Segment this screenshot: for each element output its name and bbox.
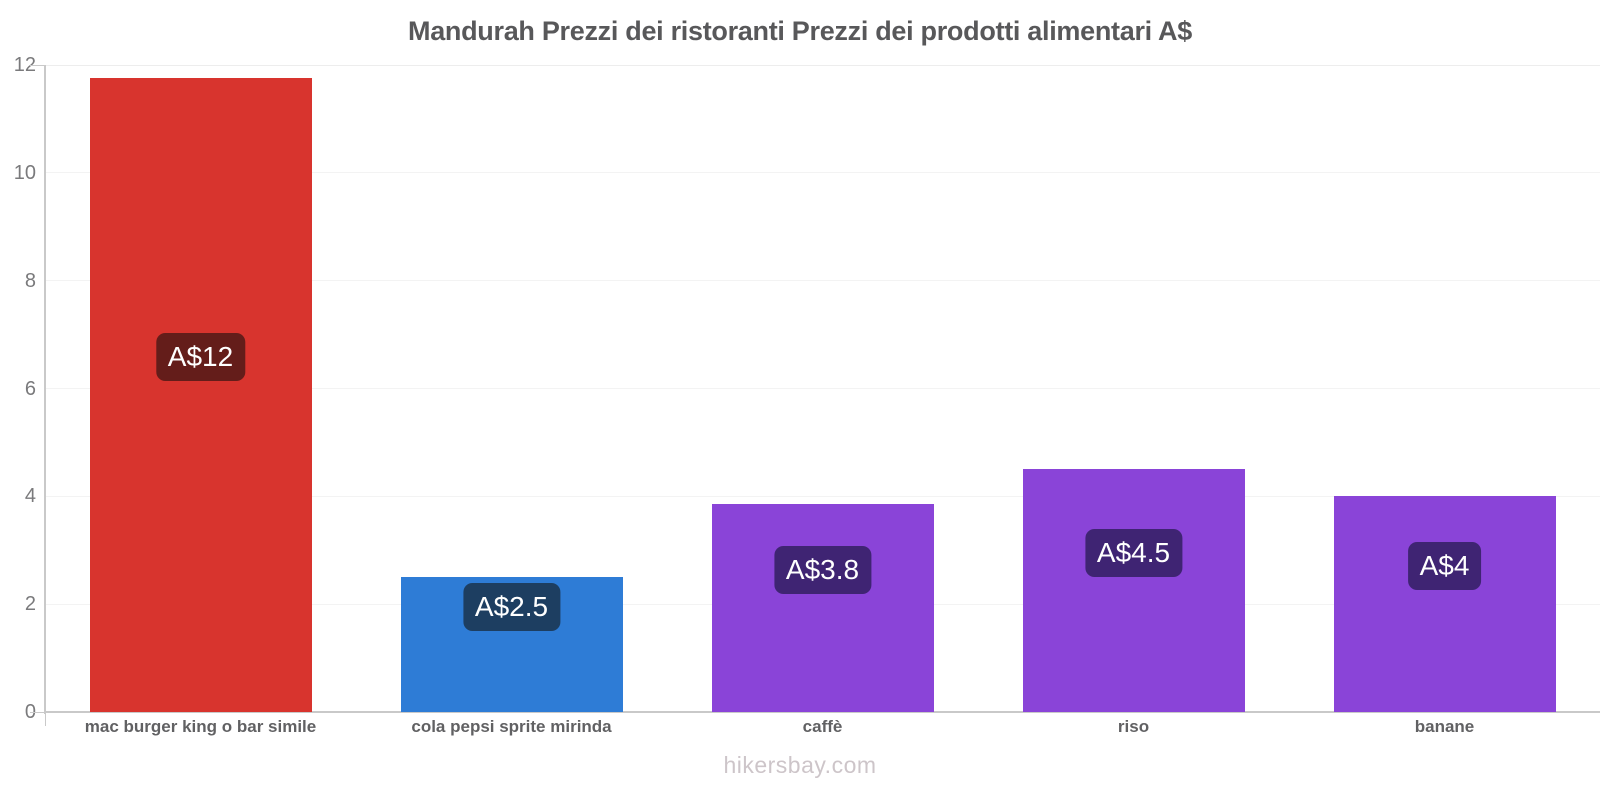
bar-cola-pepsi-sprite-mirinda[interactable]: A$2.5	[400, 577, 623, 712]
bar-value-label-banane: A$4	[1407, 542, 1482, 591]
y-tick-label-8: 8	[24, 269, 36, 292]
bar-value-label-caffe: A$3.8	[773, 546, 872, 595]
chart-title: Mandurah Prezzi dei ristoranti Prezzi de…	[408, 16, 1192, 46]
x-axis-tick-origin	[45, 712, 46, 726]
y-tick-label-2: 2	[24, 593, 36, 616]
bar-value-label-cola-pepsi-sprite-mirinda: A$2.5	[462, 582, 561, 631]
category-label-caffe: caffè	[802, 717, 843, 736]
y-axis-line	[44, 65, 46, 714]
gridline-y6	[45, 388, 1600, 389]
category-label-mac-burger-king-o-bar-simile: mac burger king o bar simile	[84, 717, 317, 736]
x-axis-line	[45, 711, 1600, 713]
category-label-banane: banane	[1414, 717, 1475, 736]
watermark-hikersbay: hikersbay.com	[723, 752, 877, 778]
y-axis-tick-0	[30, 711, 45, 713]
y-tick-label-4: 4	[24, 485, 36, 508]
bar-value-label-riso: A$4.5	[1084, 528, 1183, 577]
gridline-y4	[45, 495, 1600, 497]
y-tick-label-12: 12	[13, 54, 36, 76]
bar-riso[interactable]: A$4.5	[1022, 469, 1245, 712]
bar-mac-burger-king-o-bar-simile[interactable]: A$12	[89, 78, 312, 712]
gridline-y10	[45, 172, 1600, 174]
bar-value-label-mac-burger-king-o-bar-simile: A$12	[155, 333, 246, 382]
category-label-cola-pepsi-sprite-mirinda: cola pepsi sprite mirinda	[411, 717, 612, 736]
y-tick-label-6: 6	[24, 377, 36, 400]
bar-banane[interactable]: A$4	[1333, 496, 1556, 712]
y-axis-tick-12	[30, 64, 45, 66]
y-tick-label-10: 10	[13, 161, 36, 184]
bar-caffe[interactable]: A$3.8	[711, 504, 934, 712]
category-label-riso: riso	[1117, 717, 1150, 736]
gridline-y8	[45, 280, 1600, 282]
gridline-y12	[45, 64, 1600, 66]
